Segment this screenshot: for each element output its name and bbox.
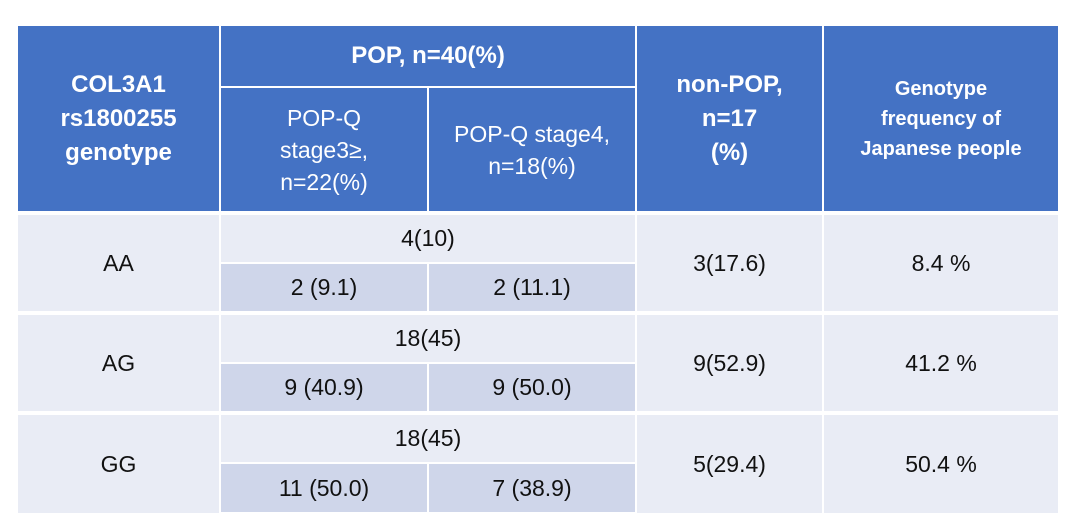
table-row: AG 18(45) 9(52.9) 41.2 % — [16, 311, 1060, 413]
table-body: AA 4(10) 3(17.6) 8.4 % 2 (9.1) 2 (11.1) … — [16, 211, 1060, 514]
non-pop-header-label: non-POP, n=17 (%) — [676, 70, 783, 166]
non-pop-header: non-POP, n=17 (%) — [635, 24, 824, 214]
genotype-table-container: COL3A1 rs1800255 genotype POP, n=40(%) n… — [16, 24, 1060, 514]
genotype-header-label: COL3A1 rs1800255 genotype — [60, 70, 177, 166]
japanese-frequency-header-label: Genotype frequency of Japanese people — [860, 77, 1022, 160]
non-pop-cell: 9(52.9) — [635, 311, 824, 413]
pop-stage3-cell: 2 (9.1) — [219, 262, 429, 314]
table-row: GG 18(45) 5(29.4) 50.4 % — [16, 411, 1060, 513]
pop-total-cell: 18(45) — [219, 411, 637, 463]
pop-stage3-cell: 11 (50.0) — [219, 462, 429, 514]
genotype-table: COL3A1 rs1800255 genotype POP, n=40(%) n… — [16, 24, 1060, 514]
non-pop-cell: 5(29.4) — [635, 411, 824, 513]
pop-group-header-label: POP, n=40(%) — [351, 42, 505, 69]
non-pop-cell: 3(17.6) — [635, 211, 824, 313]
japanese-frequency-cell: 41.2 % — [822, 311, 1060, 413]
pop-stage4-cell: 7 (38.9) — [427, 462, 637, 514]
genotype-header: COL3A1 rs1800255 genotype — [16, 24, 221, 214]
table-subrow: 11 (50.0) 7 (38.9) — [17, 462, 1059, 514]
table-subrow: 9 (40.9) 9 (50.0) — [17, 362, 1059, 414]
pop-stage3-header: POP-Q stage3≥, n=22(%) — [219, 86, 429, 214]
japanese-frequency-header: Genotype frequency of Japanese people — [822, 24, 1060, 214]
table-subrow: 2 (9.1) 2 (11.1) — [17, 262, 1059, 314]
pop-stage4-header: POP-Q stage4, n=18(%) — [427, 86, 637, 214]
pop-stage4-header-label: POP-Q stage4, n=18(%) — [454, 120, 610, 179]
table-header: COL3A1 rs1800255 genotype POP, n=40(%) n… — [16, 24, 1060, 214]
pop-stage4-cell: 2 (11.1) — [427, 262, 637, 314]
pop-group-header: POP, n=40(%) — [219, 24, 637, 88]
pop-total-cell: 18(45) — [219, 311, 637, 363]
pop-stage3-header-label: POP-Q stage3≥, n=22(%) — [279, 104, 369, 195]
japanese-frequency-cell: 8.4 % — [822, 211, 1060, 313]
pop-stage3-cell: 9 (40.9) — [219, 362, 429, 414]
genotype-cell: GG — [16, 411, 221, 513]
genotype-cell: AG — [16, 311, 221, 413]
pop-stage4-cell: 9 (50.0) — [427, 362, 637, 414]
table-row: AA 4(10) 3(17.6) 8.4 % — [16, 211, 1060, 313]
japanese-frequency-cell: 50.4 % — [822, 411, 1060, 513]
pop-total-cell: 4(10) — [219, 211, 637, 263]
genotype-cell: AA — [16, 211, 221, 313]
